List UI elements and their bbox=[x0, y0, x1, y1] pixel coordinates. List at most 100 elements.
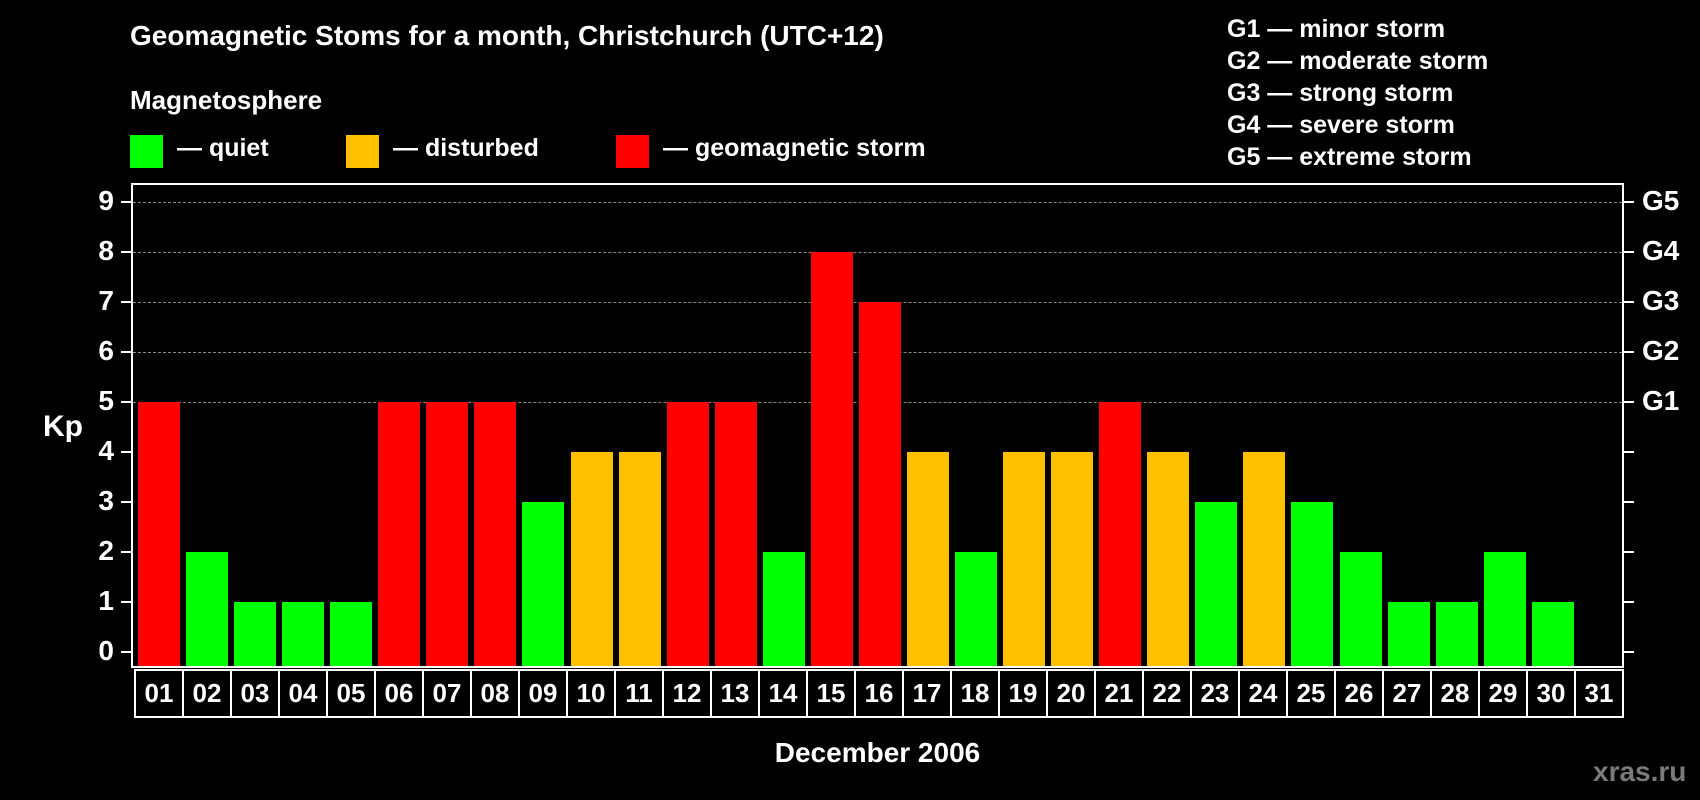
day-cell: 30 bbox=[1528, 669, 1576, 718]
bar-day-11 bbox=[618, 452, 661, 666]
day-cell: 01 bbox=[136, 669, 184, 718]
day-cell: 26 bbox=[1336, 669, 1384, 718]
day-cell: 31 bbox=[1576, 669, 1624, 718]
day-cell: 06 bbox=[376, 669, 424, 718]
bar-day-24 bbox=[1243, 452, 1286, 666]
y-axis-label: Kp bbox=[43, 410, 83, 443]
bar-day-15 bbox=[810, 252, 853, 666]
y-tick bbox=[121, 351, 131, 353]
legend-item-storm: — geomagnetic storm bbox=[616, 134, 926, 168]
y-tick bbox=[121, 301, 131, 303]
y-tick-label: 2 bbox=[98, 535, 114, 566]
g-scale-item: G1 — minor storm bbox=[1227, 15, 1446, 43]
bar-day-07 bbox=[426, 402, 469, 666]
bar-day-23 bbox=[1195, 502, 1238, 666]
day-cell: 20 bbox=[1048, 669, 1096, 718]
x-axis-label: December 2006 bbox=[774, 737, 981, 768]
y-tick-right bbox=[1624, 251, 1634, 253]
y-tick-right bbox=[1624, 551, 1634, 553]
y-tick-label: 5 bbox=[98, 385, 114, 416]
bar-day-30 bbox=[1531, 602, 1574, 666]
y-tick-right bbox=[1624, 401, 1634, 403]
bar-day-21 bbox=[1099, 402, 1142, 666]
legend-label: — geomagnetic storm bbox=[663, 134, 926, 162]
bar-day-26 bbox=[1339, 552, 1382, 666]
g-scale-item: G3 — strong storm bbox=[1227, 79, 1454, 107]
plot-area bbox=[131, 183, 1624, 668]
day-cell: 21 bbox=[1096, 669, 1144, 718]
bar-day-05 bbox=[330, 602, 373, 666]
legend-item-quiet: — quiet bbox=[130, 134, 269, 168]
bar-day-12 bbox=[666, 402, 709, 666]
y-tick-right bbox=[1624, 501, 1634, 503]
y-tick-label: 9 bbox=[98, 185, 114, 216]
legend-item-disturbed: — disturbed bbox=[346, 134, 539, 168]
bar-day-18 bbox=[955, 552, 998, 666]
y-tick-label: 0 bbox=[98, 635, 114, 666]
day-cell: 29 bbox=[1480, 669, 1528, 718]
day-cell: 16 bbox=[856, 669, 904, 718]
y-tick bbox=[121, 601, 131, 603]
day-cell: 15 bbox=[808, 669, 856, 718]
y-tick-label: 1 bbox=[98, 585, 114, 616]
day-cell: 23 bbox=[1192, 669, 1240, 718]
bar-day-29 bbox=[1483, 552, 1526, 666]
day-cell: 07 bbox=[424, 669, 472, 718]
day-cell: 02 bbox=[184, 669, 232, 718]
y-tick-label: 3 bbox=[98, 485, 114, 516]
watermark: xras.ru bbox=[1593, 756, 1687, 787]
day-cell: 19 bbox=[1000, 669, 1048, 718]
day-cell: 11 bbox=[616, 669, 664, 718]
g-scale-item: G4 — severe storm bbox=[1227, 111, 1455, 139]
day-cell: 24 bbox=[1240, 669, 1288, 718]
day-cell: 12 bbox=[664, 669, 712, 718]
day-cell: 13 bbox=[712, 669, 760, 718]
y-tick-right bbox=[1624, 651, 1634, 653]
bar-day-13 bbox=[714, 402, 757, 666]
gridline bbox=[133, 252, 1622, 253]
bar-day-16 bbox=[858, 302, 901, 666]
g-level-label: G3 bbox=[1642, 285, 1680, 316]
quiet-swatch bbox=[130, 135, 163, 168]
y-tick bbox=[121, 251, 131, 253]
chart-title: Geomagnetic Stoms for a month, Christchu… bbox=[130, 20, 884, 51]
day-cell: 25 bbox=[1288, 669, 1336, 718]
bar-day-22 bbox=[1147, 452, 1190, 666]
y-tick-right bbox=[1624, 451, 1634, 453]
y-tick-label: 7 bbox=[98, 285, 114, 316]
g-scale-legend: G1 — minor storm G2 — moderate storm G3 … bbox=[1227, 13, 1488, 173]
bar-day-28 bbox=[1435, 602, 1478, 666]
bar-day-27 bbox=[1387, 602, 1430, 666]
day-cell: 28 bbox=[1432, 669, 1480, 718]
day-cell: 22 bbox=[1144, 669, 1192, 718]
day-cell: 03 bbox=[232, 669, 280, 718]
y-tick bbox=[121, 501, 131, 503]
legend-label: — quiet bbox=[177, 134, 269, 162]
gridline bbox=[133, 202, 1622, 203]
legend-heading: Magnetosphere bbox=[130, 85, 323, 115]
bar-day-01 bbox=[138, 402, 180, 666]
bar-day-10 bbox=[570, 452, 613, 666]
day-cell: 05 bbox=[328, 669, 376, 718]
g-level-label: G5 bbox=[1642, 185, 1680, 216]
day-cell: 18 bbox=[952, 669, 1000, 718]
y-tick-right bbox=[1624, 301, 1634, 303]
y-tick-right bbox=[1624, 201, 1634, 203]
bar-day-08 bbox=[474, 402, 517, 666]
bar-day-20 bbox=[1051, 452, 1094, 666]
bar-day-17 bbox=[906, 452, 949, 666]
g-level-label: G1 bbox=[1642, 385, 1680, 416]
x-axis-day-cells: 01 02 03 04 05 06 07 08 09 10 11 12 13 14 15 16 17 18 19 20… bbox=[134, 669, 1624, 718]
g-level-label: G4 bbox=[1642, 235, 1680, 266]
day-cell: 27 bbox=[1384, 669, 1432, 718]
y-tick bbox=[121, 401, 131, 403]
bar-day-06 bbox=[378, 402, 421, 666]
legend-label: — disturbed bbox=[393, 134, 539, 162]
g-scale-item: G2 — moderate storm bbox=[1227, 47, 1489, 75]
day-cell: 08 bbox=[472, 669, 520, 718]
bar-day-04 bbox=[282, 602, 325, 666]
y-tick-right bbox=[1624, 351, 1634, 353]
y-tick bbox=[121, 551, 131, 553]
day-cell: 09 bbox=[520, 669, 568, 718]
day-cell: 10 bbox=[568, 669, 616, 718]
